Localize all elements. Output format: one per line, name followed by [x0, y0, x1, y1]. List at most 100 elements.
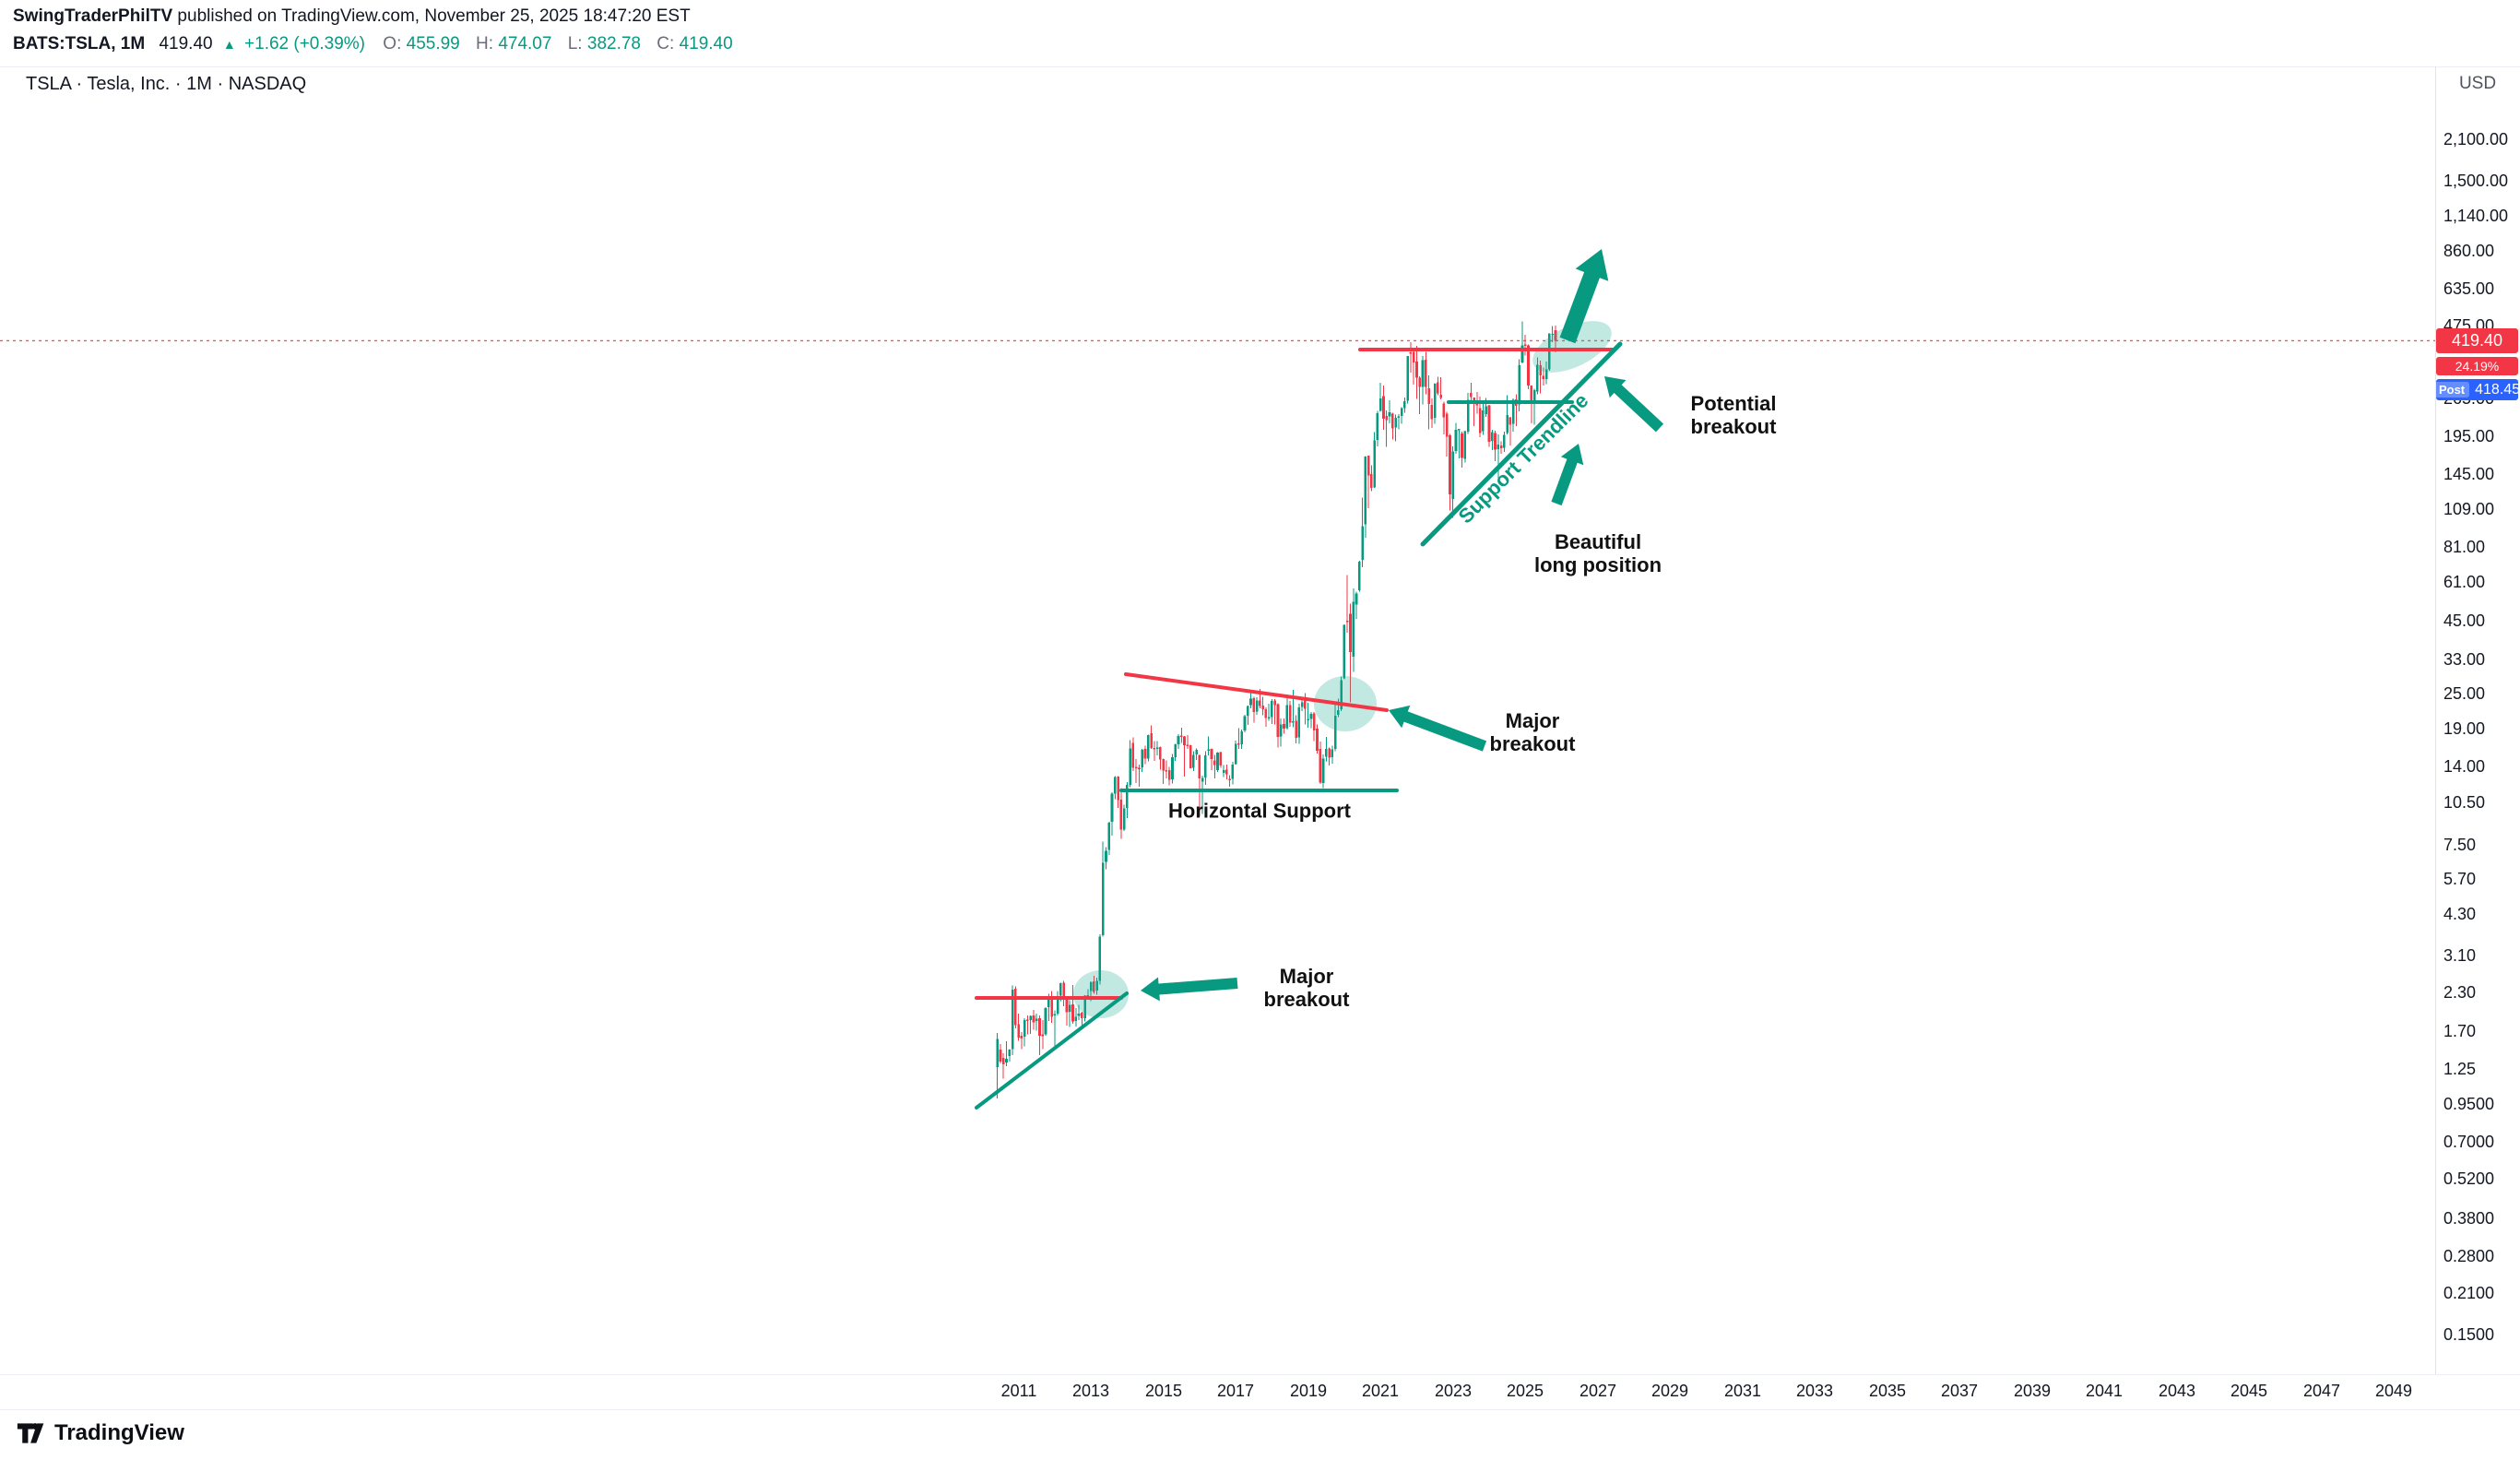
year-tick: 2029 — [1650, 1382, 1689, 1400]
year-tick: 2019 — [1289, 1382, 1328, 1400]
price-tick: 2,100.00 — [2443, 130, 2509, 148]
publish-header: SwingTraderPhilTV published on TradingVi… — [0, 0, 2520, 66]
high-value: 474.07 — [498, 34, 552, 53]
tradingview-logo-icon — [17, 1423, 44, 1443]
price-tick: 61.00 — [2443, 573, 2486, 591]
price-axis-divider — [2435, 66, 2436, 1374]
price-tick: 0.9500 — [2443, 1095, 2495, 1113]
price-tick: 4.30 — [2443, 905, 2477, 923]
price-tick: 1.25 — [2443, 1060, 2477, 1078]
price-tick: 145.00 — [2443, 465, 2495, 483]
annotation-horizontal-support[interactable]: Horizontal Support — [1168, 799, 1351, 823]
year-tick: 2037 — [1940, 1382, 1979, 1400]
annotation-major-breakout-2[interactable]: Major breakout — [1489, 709, 1576, 755]
last-price: 419.40 — [159, 34, 213, 53]
arrow-major-breakout-1[interactable] — [1141, 977, 1238, 1002]
up-arrow-icon: ▲ — [222, 37, 236, 52]
price-tick: 0.2100 — [2443, 1284, 2495, 1302]
annotation-beautiful-long-position[interactable]: Beautiful long position — [1533, 530, 1662, 576]
open-label: O: — [383, 34, 402, 53]
breakout-highlight-2013[interactable] — [1073, 970, 1129, 1018]
price-change: +1.62 (+0.39%) — [244, 34, 366, 53]
year-tick: 2039 — [2013, 1382, 2052, 1400]
price-tick: 860.00 — [2443, 242, 2495, 260]
arrow-beautiful-long[interactable] — [1551, 444, 1584, 506]
candlestick-series — [996, 321, 1557, 1098]
mid-resistance-trendline[interactable] — [1124, 672, 1389, 712]
year-tick: 2011 — [1000, 1382, 1037, 1400]
price-tick: 14.00 — [2443, 757, 2486, 776]
low-value: 382.78 — [586, 34, 641, 53]
tradingview-wordmark: TradingView — [54, 1420, 184, 1445]
price-tick: 33.00 — [2443, 650, 2486, 669]
price-tick: 5.70 — [2443, 870, 2477, 888]
price-tick: 635.00 — [2443, 279, 2495, 298]
year-tick: 2033 — [1795, 1382, 1834, 1400]
price-change-badge: 24.19% — [2436, 357, 2518, 375]
tradingview-brand[interactable]: TradingView — [17, 1420, 184, 1446]
price-tick: 3.10 — [2443, 946, 2477, 965]
symbol-label: BATS:TSLA, 1M — [13, 34, 146, 53]
year-tick: 2023 — [1434, 1382, 1473, 1400]
publish-byline: SwingTraderPhilTV published on TradingVi… — [13, 6, 691, 27]
year-tick: 2049 — [2374, 1382, 2413, 1400]
arrow-potential-breakout[interactable] — [1604, 376, 1664, 433]
post-market-price: 418.45 — [2475, 381, 2520, 398]
price-axis[interactable]: 2,100.00 1,500.00 1,140.00 860.00 635.00 475.… — [2435, 66, 2520, 1374]
price-tick: 1.70 — [2443, 1022, 2477, 1040]
footer-bar: TradingView — [0, 1410, 2520, 1460]
year-tick: 2025 — [1506, 1382, 1544, 1400]
support-trendline-line[interactable] — [1420, 341, 1623, 547]
time-axis-divider — [0, 1374, 2520, 1375]
high-label: H: — [476, 34, 494, 53]
publish-info: published on TradingView.com, November 2… — [172, 6, 691, 26]
annotation-potential-breakout[interactable]: Potential breakout — [1690, 392, 1777, 438]
header-divider — [0, 66, 2520, 67]
price-tick: 1,140.00 — [2443, 207, 2509, 225]
close-value: 419.40 — [679, 34, 733, 53]
currency-label[interactable]: USD — [2458, 74, 2497, 93]
year-tick: 2013 — [1071, 1382, 1110, 1400]
price-tick: 0.2800 — [2443, 1247, 2495, 1265]
price-tick: 19.00 — [2443, 719, 2486, 738]
last-price-badge: 419.40 — [2436, 328, 2518, 353]
price-tick: 2.30 — [2443, 983, 2477, 1002]
year-tick: 2045 — [2230, 1382, 2268, 1400]
price-tick: 195.00 — [2443, 427, 2495, 445]
arrow-major-breakout-2[interactable] — [1389, 705, 1487, 752]
symbol-info-bar: BATS:TSLA, 1M 419.40 ▲ +1.62 (+0.39%) O:… — [13, 34, 744, 54]
chart-legend[interactable]: TSLA · Tesla, Inc. · 1M · NASDAQ — [26, 74, 307, 94]
footer-divider — [0, 1409, 2520, 1410]
annotation-major-breakout-1[interactable]: Major breakout — [1263, 965, 1350, 1011]
breakout-highlight-2025[interactable] — [1525, 311, 1619, 384]
author-name: SwingTraderPhilTV — [13, 6, 173, 26]
price-tick: 0.1500 — [2443, 1325, 2495, 1344]
year-tick: 2043 — [2158, 1382, 2196, 1400]
year-tick: 2031 — [1723, 1382, 1762, 1400]
year-tick: 2021 — [1361, 1382, 1400, 1400]
price-tick: 0.3800 — [2443, 1209, 2495, 1228]
time-axis[interactable]: 2011 2013 2015 2017 2019 2021 2023 2025 2027 2029… — [0, 1374, 2435, 1409]
price-tick: 7.50 — [2443, 836, 2477, 854]
price-tick: 1,500.00 — [2443, 172, 2509, 190]
price-tick: 25.00 — [2443, 684, 2486, 703]
price-tick: 81.00 — [2443, 538, 2486, 556]
price-tick: 45.00 — [2443, 611, 2486, 630]
year-tick: 2017 — [1216, 1382, 1255, 1400]
price-tick: 109.00 — [2443, 500, 2495, 518]
year-tick: 2035 — [1868, 1382, 1907, 1400]
year-tick: 2047 — [2302, 1382, 2341, 1400]
close-label: C: — [657, 34, 675, 53]
year-tick: 2015 — [1144, 1382, 1183, 1400]
open-value: 455.99 — [406, 34, 460, 53]
early-uptrend-line[interactable] — [975, 991, 1129, 1110]
price-tick: 10.50 — [2443, 793, 2486, 812]
price-tick: 0.7000 — [2443, 1133, 2495, 1151]
price-tick: 0.5200 — [2443, 1169, 2495, 1188]
arrow-breakout-up[interactable] — [1559, 249, 1609, 344]
post-market-badge: Post 418.45 — [2433, 379, 2520, 400]
year-tick: 2027 — [1579, 1382, 1617, 1400]
post-market-pill: Post — [2433, 382, 2470, 398]
